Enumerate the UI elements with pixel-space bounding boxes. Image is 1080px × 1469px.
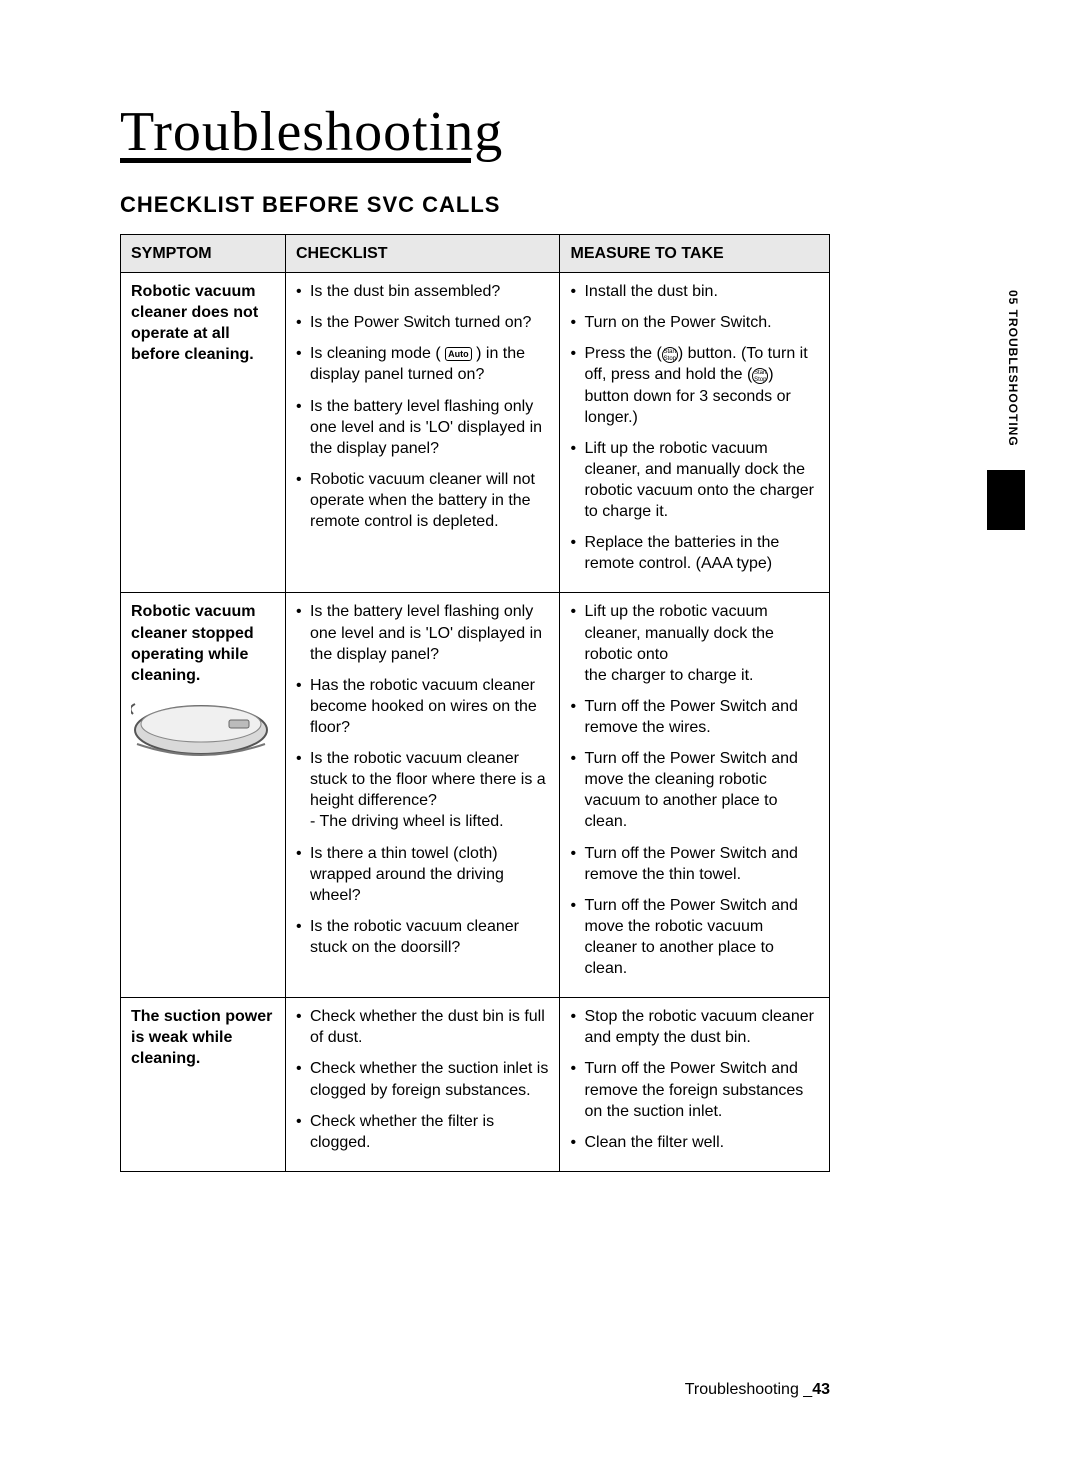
symptom-cell: The suction power is weak while cleaning… xyxy=(121,998,286,1172)
list-item: Install the dust bin. xyxy=(570,281,819,302)
list-item: Is the robotic vacuum cleaner stuck to t… xyxy=(296,748,550,832)
list-item: Robotic vacuum cleaner will not operate … xyxy=(296,469,550,532)
list-item: Is cleaning mode ( Auto ) in the display… xyxy=(296,343,550,385)
list-item: Lift up the robotic vacuum cleaner, manu… xyxy=(570,601,819,685)
list-item: Press the (StartStop) button. (To turn i… xyxy=(570,343,819,427)
list-item: Check whether the filter is clogged. xyxy=(296,1111,550,1153)
list-item: Turn off the Power Switch and move the r… xyxy=(570,895,819,979)
measure-cell: Stop the robotic vacuum cleaner and empt… xyxy=(560,998,830,1172)
list-item: Turn off the Power Switch and remove the… xyxy=(570,1058,819,1121)
list-item: Has the robotic vacuum cleaner become ho… xyxy=(296,675,550,738)
footer-label: Troubleshooting _ xyxy=(685,1381,813,1398)
side-block xyxy=(987,470,1025,530)
list-item: Is the robotic vacuum cleaner stuck on t… xyxy=(296,916,550,958)
auto-icon: Auto xyxy=(445,347,472,361)
footer-page: 43 xyxy=(812,1381,830,1398)
list-item: Turn off the Power Switch and move the c… xyxy=(570,748,819,832)
symptom-cell: Robotic vacuum cleaner does not operate … xyxy=(121,273,286,593)
list-item: Check whether the suction inlet is clogg… xyxy=(296,1058,550,1100)
list-item: Is the battery level flashing only one l… xyxy=(296,396,550,459)
list-item: Check whether the dust bin is full of du… xyxy=(296,1006,550,1048)
col-symptom: SYMPTOM xyxy=(121,235,286,273)
start-stop-icon: StartStop xyxy=(662,347,678,363)
measure-cell: Install the dust bin. Turn on the Power S… xyxy=(560,273,830,593)
symptom-cell: Robotic vacuum cleaner stopped operating… xyxy=(121,593,286,998)
page: Troubleshooting CHECKLIST BEFORE SVC CAL… xyxy=(0,0,1080,1469)
list-item: Is the battery level flashing only one l… xyxy=(296,601,550,664)
side-tab: 05 TROUBLESHOOTING xyxy=(1006,290,1020,447)
list-item: Is there a thin towel (cloth) wrapped ar… xyxy=(296,843,550,906)
footer: Troubleshooting _43 xyxy=(685,1381,830,1399)
list-item: Lift up the robotic vacuum cleaner, and … xyxy=(570,438,819,522)
checklist-cell: Check whether the dust bin is full of du… xyxy=(285,998,560,1172)
troubleshooting-table: SYMPTOM CHECKLIST MEASURE TO TAKE Roboti… xyxy=(120,234,830,1172)
section-subtitle: CHECKLIST BEFORE SVC CALLS xyxy=(120,192,990,218)
list-item: Turn on the Power Switch. xyxy=(570,312,819,333)
page-title: Troubleshooting xyxy=(120,100,990,164)
col-measure: MEASURE TO TAKE xyxy=(560,235,830,273)
list-item: Stop the robotic vacuum cleaner and empt… xyxy=(570,1006,819,1048)
checklist-cell: Is the battery level flashing only one l… xyxy=(285,593,560,998)
list-item: Is the dust bin assembled? xyxy=(296,281,550,302)
list-item: Replace the batteries in the remote cont… xyxy=(570,532,819,574)
vacuum-illustration xyxy=(131,700,271,760)
list-item: Clean the filter well. xyxy=(570,1132,819,1153)
measure-cell: Lift up the robotic vacuum cleaner, manu… xyxy=(560,593,830,998)
col-checklist: CHECKLIST xyxy=(285,235,560,273)
list-item: Turn off the Power Switch and remove the… xyxy=(570,696,819,738)
checklist-cell: Is the dust bin assembled? Is the Power S… xyxy=(285,273,560,593)
list-item: Turn off the Power Switch and remove the… xyxy=(570,843,819,885)
list-item: Is the Power Switch turned on? xyxy=(296,312,550,333)
start-stop-icon: StartStop xyxy=(752,368,768,384)
